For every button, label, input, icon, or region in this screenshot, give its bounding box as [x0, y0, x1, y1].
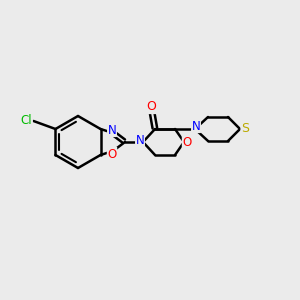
Text: N: N — [108, 124, 116, 136]
Text: O: O — [182, 136, 192, 148]
Text: Cl: Cl — [21, 115, 32, 128]
Text: O: O — [107, 148, 117, 160]
Text: N: N — [192, 119, 200, 133]
Text: O: O — [146, 100, 156, 113]
Text: S: S — [241, 122, 249, 136]
Text: N: N — [136, 134, 144, 148]
